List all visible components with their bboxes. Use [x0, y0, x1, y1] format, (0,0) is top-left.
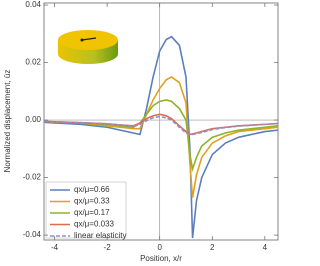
series-line: [43, 99, 279, 173]
x-tick-label: -2: [104, 243, 112, 252]
inset-disk: [58, 30, 118, 64]
y-tick-label: 0.00: [25, 115, 41, 124]
x-tick-label: 0: [157, 243, 162, 252]
y-tick-label: -0.02: [23, 173, 42, 182]
y-tick-label: 0.04: [25, 0, 41, 9]
legend-box: [45, 181, 127, 239]
x-tick-label: 4: [263, 243, 268, 252]
y-axis-label: Normalized displacement, ūz: [3, 70, 12, 173]
legend-label: qx/μ=0.033: [74, 220, 115, 229]
series-line: [43, 115, 279, 136]
x-tick-label: 2: [210, 243, 215, 252]
x-tick-label: -4: [51, 243, 59, 252]
series-line: [43, 75, 279, 198]
y-tick-label: 0.02: [25, 58, 41, 67]
legend-label: linear elasticity: [74, 231, 126, 240]
y-tick-label: -0.04: [23, 230, 42, 239]
chart: Position, x/r Normalized displacement, ū…: [3, 0, 279, 263]
legend-label: qx/μ=0.17: [74, 208, 110, 217]
legend-label: qx/μ=0.33: [74, 197, 110, 206]
x-axis-label: Position, x/r: [140, 254, 182, 263]
legend-label: qx/μ=0.66: [74, 185, 110, 194]
series-line: [43, 35, 279, 239]
